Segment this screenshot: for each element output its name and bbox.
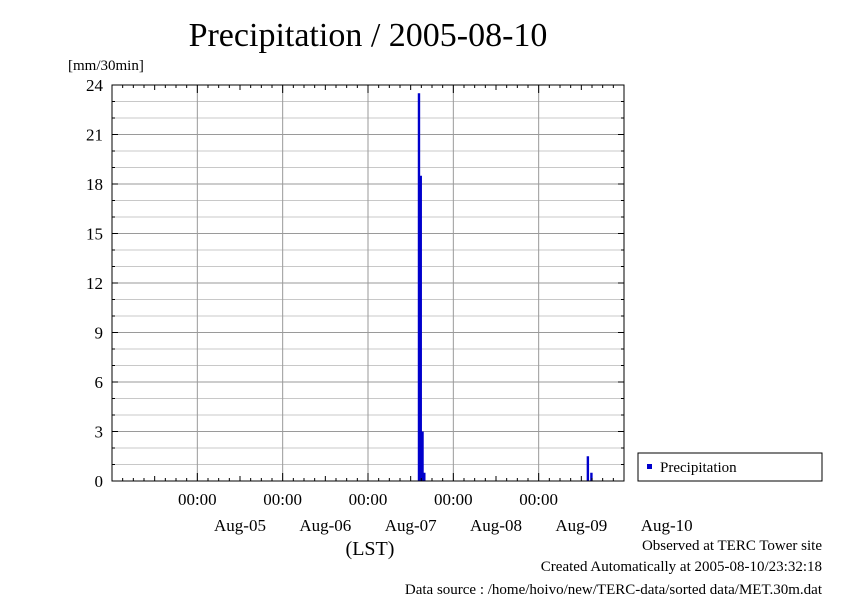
x-time-label: 00:00: [519, 490, 558, 509]
y-tick-label: 21: [86, 126, 103, 145]
bar: [423, 472, 426, 481]
legend-swatch: [647, 464, 652, 469]
footer-source: Data source : /home/hoivo/new/TERC-data/…: [405, 582, 823, 595]
x-date-label: Aug-07: [385, 516, 437, 535]
y-tick-label: 9: [95, 324, 104, 343]
legend: Precipitation: [637, 452, 823, 482]
x-date-label: Aug-06: [299, 516, 351, 535]
y-tick-label: 0: [95, 472, 104, 491]
x-date-label: Aug-09: [555, 516, 607, 535]
bar: [590, 472, 593, 481]
footer-site: Observed at TERC Tower site: [642, 538, 822, 554]
footer-created: Created Automatically at 2005-08-10/23:3…: [541, 559, 822, 575]
bars: [417, 93, 593, 481]
y-tick-label: 15: [86, 225, 103, 244]
x-tick-labels: 00:00 00:00 00:00 00:00 00:00 Aug-05 Aug-06 Aug…: [178, 490, 693, 535]
y-tick-label: 3: [95, 423, 104, 442]
chart-title: Precipitation / 2005-08-10: [189, 17, 548, 54]
x-date-label: Aug-08: [470, 516, 522, 535]
bar: [417, 93, 421, 481]
bar: [421, 431, 424, 481]
y-tick-label: 18: [86, 175, 103, 194]
y-axis-unit-label: [mm/30min]: [68, 58, 144, 74]
x-time-label: 00:00: [263, 490, 302, 509]
x-date-label: Aug-10: [641, 516, 693, 535]
x-time-label: 00:00: [434, 490, 473, 509]
x-axis-label: (LST): [346, 538, 395, 560]
grid: [112, 85, 624, 481]
bar: [419, 175, 422, 481]
x-time-label: 00:00: [349, 490, 388, 509]
x-date-label: Aug-05: [214, 516, 266, 535]
y-tick-label: 6: [95, 373, 104, 392]
axis-ticks: [111, 84, 625, 482]
y-tick-labels: 0 3 6 9 12 15 18 21 24: [86, 76, 104, 491]
y-tick-label: 12: [86, 274, 103, 293]
legend-box: [637, 452, 823, 482]
y-tick-label: 24: [86, 76, 104, 95]
x-time-label: 00:00: [178, 490, 217, 509]
legend-label: Precipitation: [660, 460, 737, 476]
bar: [586, 456, 590, 481]
